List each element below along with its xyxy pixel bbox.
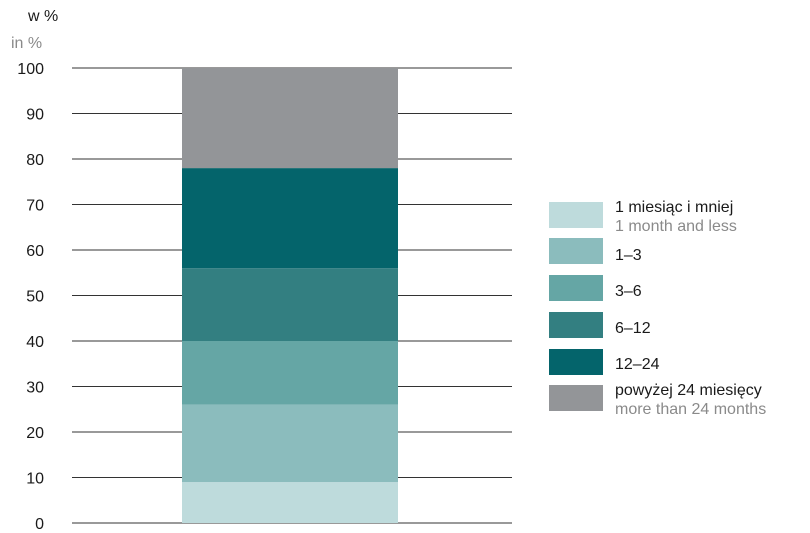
y-tick-label: 90 <box>26 107 44 124</box>
legend-label: 6–12 <box>615 320 651 337</box>
y-tick-label: 70 <box>26 198 44 215</box>
y-tick-labels: 0 10 20 30 40 50 60 70 80 90 100 <box>17 61 44 533</box>
legend-label-en: 1 month and less <box>615 218 737 235</box>
y-tick-label: 60 <box>26 243 44 260</box>
y-tick-label: 20 <box>26 425 44 442</box>
y-tick-label: 50 <box>26 289 44 306</box>
bar-segment-4 <box>182 268 398 341</box>
legend-label-en: more than 24 months <box>615 401 767 418</box>
legend-label: powyżej 24 miesięcy <box>615 382 762 399</box>
bar-segments <box>182 68 398 523</box>
legend-swatch <box>549 385 603 411</box>
legend: 1 miesiąc i mniej 1 month and less 1–3 3–6 6… <box>549 0 810 533</box>
legend-swatch <box>549 312 603 338</box>
bar-segment-3 <box>182 341 398 405</box>
legend-swatch <box>549 349 603 375</box>
legend-label: 1–3 <box>615 247 642 264</box>
y-tick-label: 30 <box>26 380 44 397</box>
bar-segment-2 <box>182 404 398 483</box>
y-tick-label: 40 <box>26 334 44 351</box>
y-tick-label: 0 <box>35 516 44 533</box>
bar-segment-6 <box>182 68 398 169</box>
legend-label: 12–24 <box>615 356 660 373</box>
bar-segment-5 <box>182 168 398 269</box>
legend-label: 1 miesiąc i mniej <box>615 199 734 216</box>
y-unit-label-en: in % <box>11 35 43 52</box>
bar-segment-1 <box>182 482 398 523</box>
legend-swatch <box>549 238 603 264</box>
legend-label: 3–6 <box>615 283 642 300</box>
y-tick-label: 100 <box>17 61 44 78</box>
y-tick-label: 80 <box>26 152 44 169</box>
y-tick-label: 10 <box>26 471 44 488</box>
stacked-bar-chart: 0 10 20 30 40 50 60 70 80 90 100 <box>17 61 512 533</box>
legend-swatch <box>549 275 603 301</box>
legend-swatch <box>549 202 603 228</box>
y-unit-label-pl: w % <box>28 8 59 25</box>
